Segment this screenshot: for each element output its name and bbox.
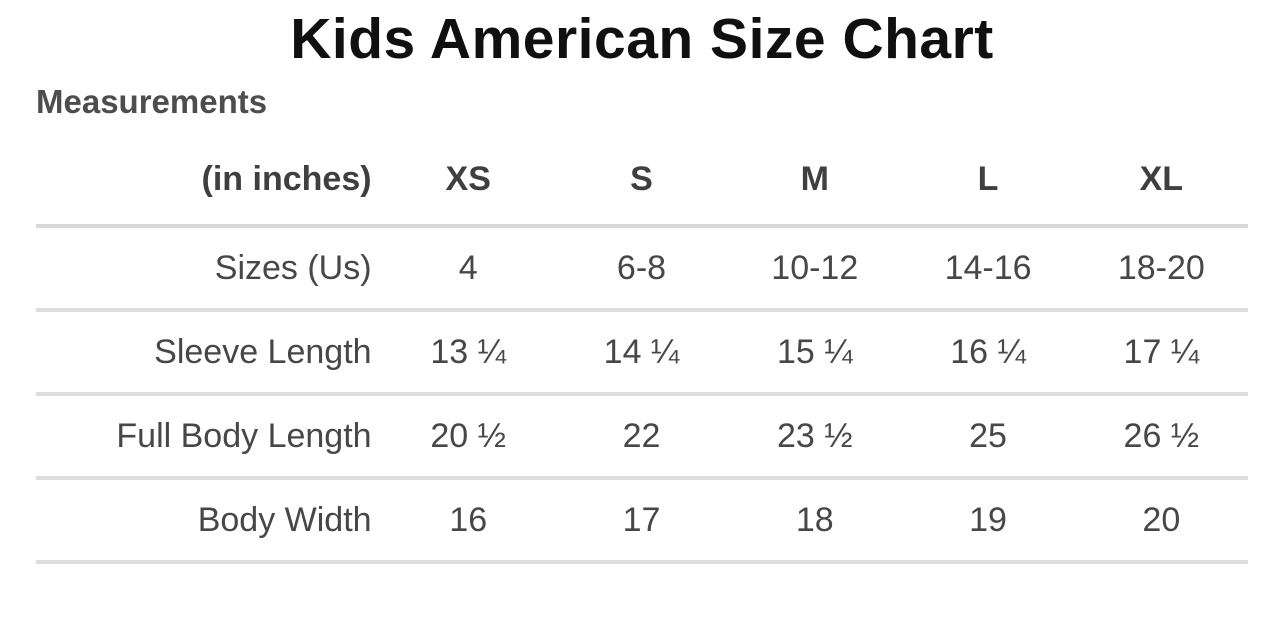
cell-value: 17	[554, 478, 729, 564]
cell-value: 19	[901, 478, 1075, 564]
cell-value: 23 ½	[728, 394, 902, 480]
row-label: Full Body Length	[36, 394, 382, 480]
column-header-s: S	[554, 134, 729, 228]
table-row-full-body-length: Full Body Length 20 ½ 22 23 ½ 25 26 ½	[36, 394, 1248, 480]
table-row-sizes-us: Sizes (Us) 4 6-8 10-12 14-16 18-20	[36, 226, 1248, 312]
cell-value: 4	[381, 226, 555, 312]
cell-value: 10-12	[728, 226, 902, 312]
cell-value: 18	[728, 478, 902, 564]
page-title: Kids American Size Chart	[290, 7, 994, 71]
row-label: Body Width	[36, 478, 382, 564]
cell-value: 18-20	[1074, 226, 1248, 312]
cell-value: 16 ¼	[901, 310, 1075, 396]
table-body: Sizes (Us) 4 6-8 10-12 14-16 18-20 Sleev…	[36, 226, 1248, 564]
header-row: (in inches) XS S M L XL	[36, 134, 1248, 228]
row-label: Sleeve Length	[36, 310, 382, 396]
cell-value: 25	[901, 394, 1075, 480]
cell-value: 26 ½	[1074, 394, 1248, 480]
size-chart-page: Kids American Size Chart Measurements (i…	[0, 6, 1284, 617]
column-header-l: L	[901, 134, 1075, 228]
table-row-body-width: Body Width 16 17 18 19 20	[36, 478, 1248, 564]
cell-value: 17 ¼	[1074, 310, 1248, 396]
row-label: Sizes (Us)	[36, 226, 382, 312]
unit-label-header: (in inches)	[36, 134, 382, 228]
table-header: (in inches) XS S M L XL	[36, 134, 1248, 228]
table-row-sleeve-length: Sleeve Length 13 ¼ 14 ¼ 15 ¼ 16 ¼ 17 ¼	[36, 310, 1248, 396]
cell-value: 20 ½	[381, 394, 555, 480]
column-header-xs: XS	[381, 134, 555, 228]
cell-value: 22	[554, 394, 729, 480]
measurements-heading: Measurements	[36, 83, 268, 120]
cell-value: 14 ¼	[554, 310, 729, 396]
cell-value: 6-8	[554, 226, 729, 312]
cell-value: 20	[1074, 478, 1248, 564]
column-header-m: M	[728, 134, 902, 228]
cell-value: 13 ¼	[381, 310, 555, 396]
cell-value: 16	[381, 478, 555, 564]
column-header-xl: XL	[1074, 134, 1248, 228]
cell-value: 14-16	[901, 226, 1075, 312]
size-chart-table: (in inches) XS S M L XL Sizes (Us) 4 6-8…	[36, 134, 1248, 564]
cell-value: 15 ¼	[728, 310, 902, 396]
